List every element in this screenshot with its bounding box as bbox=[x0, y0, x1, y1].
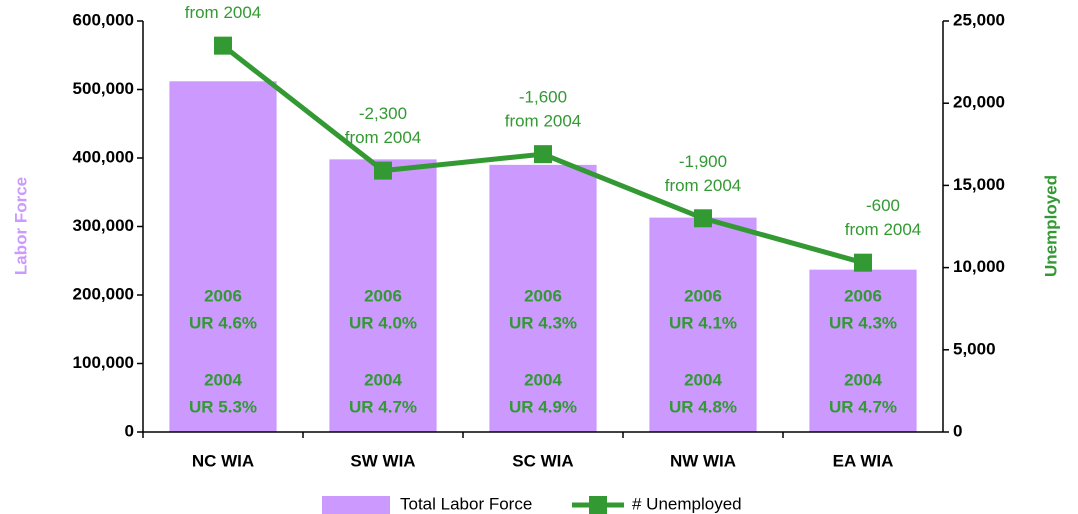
bar-label: 2006 bbox=[684, 286, 722, 305]
annotation: from 2004 bbox=[845, 220, 922, 239]
y-axis-title: Labor Force bbox=[11, 177, 30, 275]
bar-label: UR 4.7% bbox=[349, 397, 417, 416]
bar bbox=[329, 159, 437, 432]
annotation: from 2004 bbox=[505, 112, 582, 131]
y2-tick-label: 15,000 bbox=[953, 175, 1005, 194]
bar-label: UR 4.7% bbox=[829, 397, 897, 416]
x-tick-label: EA WIA bbox=[833, 451, 894, 470]
bar bbox=[809, 269, 917, 432]
y2-tick-label: 10,000 bbox=[953, 257, 1005, 276]
bar bbox=[649, 217, 757, 432]
y2-axis-title: Unemployed bbox=[1041, 175, 1060, 277]
y-tick-label: 600,000 bbox=[73, 10, 134, 29]
bar-label: UR 5.3% bbox=[189, 397, 257, 416]
bar-label: 2004 bbox=[364, 370, 402, 389]
annotation: -600 bbox=[866, 196, 900, 215]
y2-tick-label: 20,000 bbox=[953, 93, 1005, 112]
bar-label: UR 4.3% bbox=[829, 313, 897, 332]
y2-tick-label: 0 bbox=[953, 421, 962, 440]
y-tick-label: 0 bbox=[125, 421, 134, 440]
annotation: from 2004 bbox=[185, 3, 262, 22]
y-tick-label: 200,000 bbox=[73, 284, 134, 303]
bar-label: UR 4.1% bbox=[669, 313, 737, 332]
bar-label: UR 4.0% bbox=[349, 313, 417, 332]
legend-marker bbox=[589, 496, 607, 514]
x-tick-label: SW WIA bbox=[350, 451, 415, 470]
x-tick-label: NW WIA bbox=[670, 451, 736, 470]
bar-label: 2006 bbox=[364, 286, 402, 305]
bar bbox=[489, 164, 597, 432]
annotation: -1,600 bbox=[519, 88, 567, 107]
y-tick-label: 100,000 bbox=[73, 353, 134, 372]
y-tick-label: 500,000 bbox=[73, 79, 134, 98]
annotation: -1,900 bbox=[679, 152, 727, 171]
y2-tick-label: 5,000 bbox=[953, 339, 996, 358]
bar-label: UR 4.8% bbox=[669, 397, 737, 416]
bar-label: UR 4.6% bbox=[189, 313, 257, 332]
bar bbox=[169, 81, 277, 432]
marker bbox=[694, 209, 712, 228]
bar-label: 2006 bbox=[204, 286, 242, 305]
bar-label: UR 4.9% bbox=[509, 397, 577, 416]
bar-label: 2004 bbox=[844, 370, 882, 389]
bar-label: 2006 bbox=[524, 286, 562, 305]
marker bbox=[214, 36, 232, 55]
legend-label: Total Labor Force bbox=[400, 494, 532, 513]
marker bbox=[374, 161, 392, 180]
legend-swatch bbox=[322, 496, 390, 514]
y-tick-label: 400,000 bbox=[73, 147, 134, 166]
bar-label: 2006 bbox=[844, 286, 882, 305]
marker bbox=[534, 145, 552, 164]
annotation: from 2004 bbox=[345, 128, 422, 147]
y2-tick-label: 25,000 bbox=[953, 10, 1005, 29]
annotation: from 2004 bbox=[665, 176, 742, 195]
y-tick-label: 300,000 bbox=[73, 216, 134, 235]
bar-label: 2004 bbox=[524, 370, 562, 389]
legend-label: # Unemployed bbox=[632, 494, 742, 513]
bar-label: 2004 bbox=[684, 370, 722, 389]
bar-label: UR 4.3% bbox=[509, 313, 577, 332]
bar-label: 2004 bbox=[204, 370, 242, 389]
x-tick-label: SC WIA bbox=[512, 451, 573, 470]
marker bbox=[854, 253, 872, 272]
annotation: -2,300 bbox=[359, 104, 407, 123]
x-tick-label: NC WIA bbox=[192, 451, 254, 470]
